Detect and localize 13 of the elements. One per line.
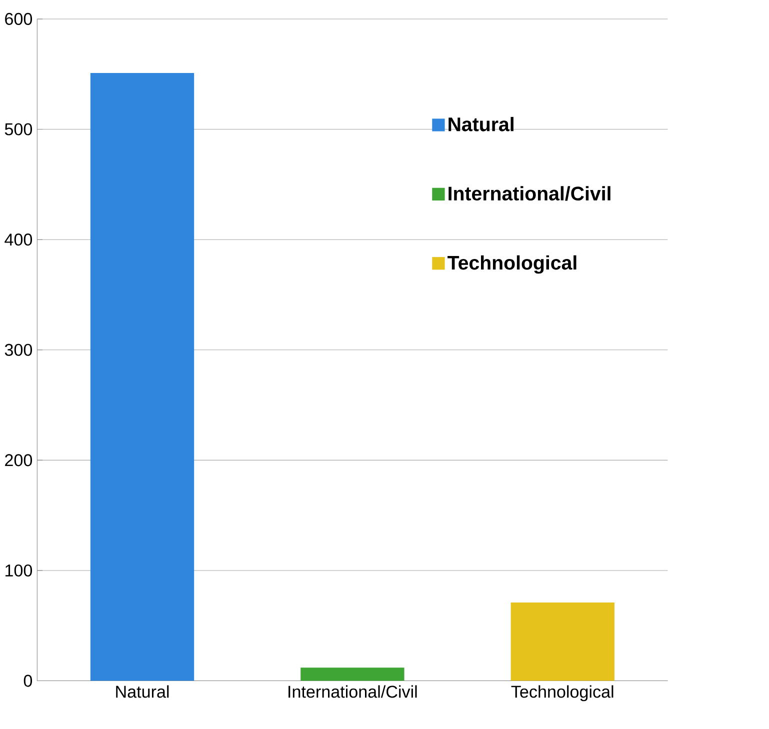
y-tick-label: 300: [4, 344, 32, 356]
legend-label: Natural: [448, 116, 514, 132]
x-tick-label: Natural: [116, 685, 169, 698]
legend-label: International/Civil: [448, 186, 610, 201]
y-tick-label: 600: [5, 12, 32, 25]
y-tick-label: 100: [6, 564, 32, 576]
y-tick-label: 500: [4, 123, 32, 136]
y-tick-label: 0: [24, 674, 32, 687]
y-tick-label: 200: [5, 454, 32, 466]
y-tick-label: 400: [4, 233, 32, 246]
legend-label: Technological: [448, 255, 576, 274]
x-tick-label: Technological: [511, 685, 614, 702]
x-tick-label: International/Civil: [288, 685, 417, 698]
